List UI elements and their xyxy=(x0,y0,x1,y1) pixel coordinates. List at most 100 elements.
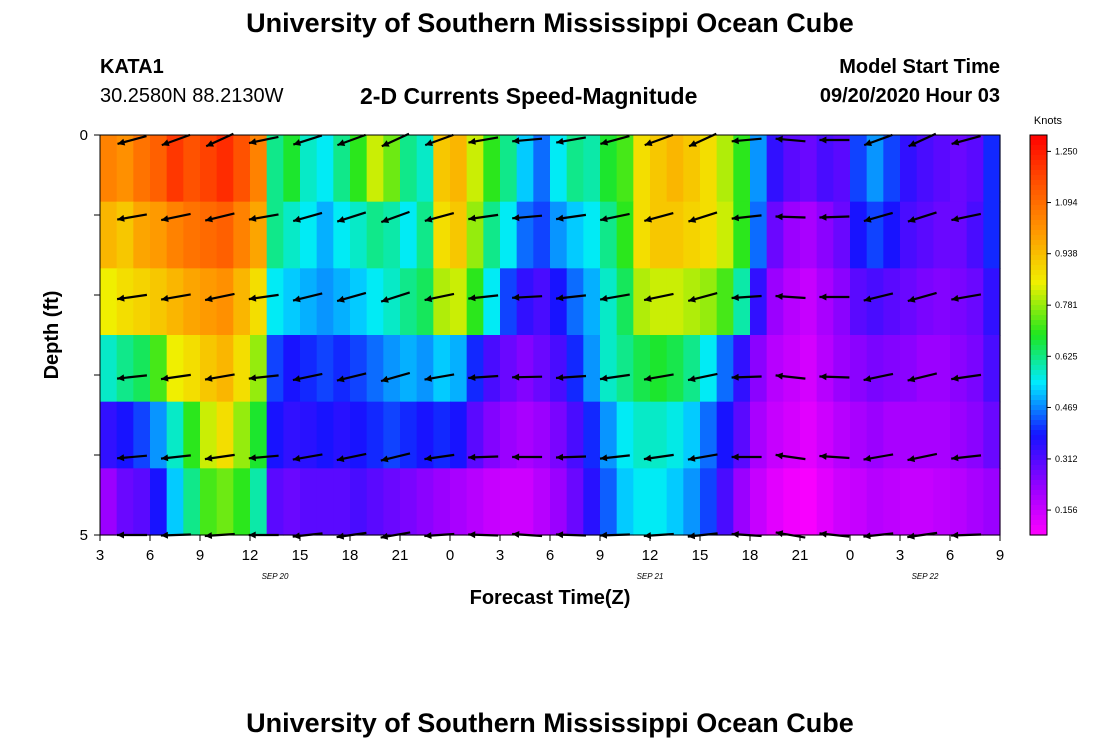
current-vector xyxy=(688,211,718,223)
heatmap-cell xyxy=(800,335,818,403)
heatmap-cell xyxy=(333,335,351,403)
heatmap-cell xyxy=(450,135,468,203)
colorbar-segment xyxy=(1030,245,1047,251)
colorbar-segment xyxy=(1030,320,1047,326)
heatmap-cell xyxy=(800,401,818,469)
heatmap-cell xyxy=(800,135,818,203)
current-vector xyxy=(951,373,982,382)
heatmap-cell xyxy=(650,468,668,536)
heatmap-cell xyxy=(183,335,201,403)
heatmap-cell xyxy=(466,335,484,403)
current-vector xyxy=(205,132,234,148)
colorbar-segment xyxy=(1030,525,1047,531)
colorbar-segment xyxy=(1030,285,1047,291)
current-vector xyxy=(643,373,674,382)
heatmap-cell xyxy=(900,401,918,469)
heatmap-cell xyxy=(316,201,334,269)
heatmap-cell xyxy=(916,135,934,203)
current-vector xyxy=(292,372,323,383)
heatmap-cell xyxy=(216,401,234,469)
colorbar-segment xyxy=(1030,350,1047,356)
heatmap-cell xyxy=(750,468,768,536)
heatmap-cell xyxy=(733,468,751,536)
heatmap-cell xyxy=(616,468,634,536)
heatmap-cell xyxy=(966,401,984,469)
current-vector xyxy=(292,453,323,462)
x-tick-label: 21 xyxy=(792,547,809,564)
heatmap-cell xyxy=(250,268,268,336)
heatmap-cell xyxy=(816,268,834,336)
colorbar-segment xyxy=(1030,450,1047,456)
colorbar-segment xyxy=(1030,355,1047,361)
x-tick-label: 12 xyxy=(642,547,659,564)
date-label: SEP 21 xyxy=(637,572,664,581)
heatmap-cell xyxy=(150,201,168,269)
heatmap-cell xyxy=(733,401,751,469)
colorbar-segment xyxy=(1030,145,1047,151)
heatmap-cell xyxy=(700,268,718,336)
current-vector xyxy=(555,453,587,461)
heatmap-cell xyxy=(133,468,151,536)
heatmap-cell xyxy=(250,468,268,536)
current-vector xyxy=(380,291,411,303)
current-vector xyxy=(204,212,235,223)
heatmap-cell xyxy=(600,401,618,469)
current-vector xyxy=(468,294,499,302)
colorbar-segment xyxy=(1030,425,1047,431)
heatmap-cell xyxy=(983,135,1001,203)
colorbar: 1.250 1.094 0.938 0.781 0.625 0.469 0.312 0.156 xyxy=(1029,134,1078,536)
x-tick-label: 6 xyxy=(946,547,954,564)
colorbar-segment xyxy=(1030,270,1047,276)
current-vector xyxy=(907,452,938,463)
current-vector xyxy=(907,372,938,383)
heatmap-cell xyxy=(550,201,568,269)
heatmap-cell xyxy=(983,335,1001,403)
heatmap-cell xyxy=(350,401,368,469)
heatmap-cell xyxy=(500,401,518,469)
current-vector xyxy=(643,292,674,303)
heatmap-cell xyxy=(516,335,534,403)
current-vector xyxy=(160,293,191,302)
heatmap-cell xyxy=(433,201,451,269)
colorbar-segment xyxy=(1030,330,1047,336)
colorbar-segment xyxy=(1030,520,1047,526)
heatmap-cell xyxy=(233,135,251,203)
heatmap-cell xyxy=(833,335,851,403)
colorbar-segment xyxy=(1030,460,1047,466)
colorbar-segment xyxy=(1030,190,1047,196)
heatmap-cell xyxy=(216,201,234,269)
heatmap-cell xyxy=(783,268,801,336)
heatmap-cell xyxy=(816,335,834,403)
heatmap-cell xyxy=(183,468,201,536)
current-vector xyxy=(951,212,982,223)
current-vector xyxy=(687,453,718,462)
colorbar-segment xyxy=(1030,230,1047,236)
heatmap-cell xyxy=(266,135,284,203)
current-vector xyxy=(643,453,674,462)
heatmap-cell xyxy=(383,268,401,336)
colorbar-segment xyxy=(1030,465,1047,471)
heatmap-cell xyxy=(833,468,851,536)
current-vector xyxy=(116,374,148,382)
heatmap-cell xyxy=(233,401,251,469)
heatmap-cell xyxy=(316,268,334,336)
heatmap-cell xyxy=(966,268,984,336)
current-vector xyxy=(819,293,850,301)
colorbar-segment xyxy=(1030,255,1047,261)
heatmap-cell xyxy=(216,468,234,536)
x-tick-label: 0 xyxy=(846,547,854,564)
current-vector xyxy=(775,452,806,461)
current-vector xyxy=(731,214,762,222)
heatmap-cell xyxy=(766,401,784,469)
current-vector xyxy=(468,213,499,222)
heatmap-cell xyxy=(783,335,801,403)
heatmap-cell xyxy=(716,335,734,403)
heatmap-cell xyxy=(683,468,701,536)
colorbar-segment xyxy=(1030,400,1047,406)
heatmap-cell xyxy=(316,135,334,203)
heatmap-cell xyxy=(700,201,718,269)
current-vector xyxy=(424,453,455,462)
heatmap-cell xyxy=(266,201,284,269)
colorbar-segment xyxy=(1030,240,1047,246)
